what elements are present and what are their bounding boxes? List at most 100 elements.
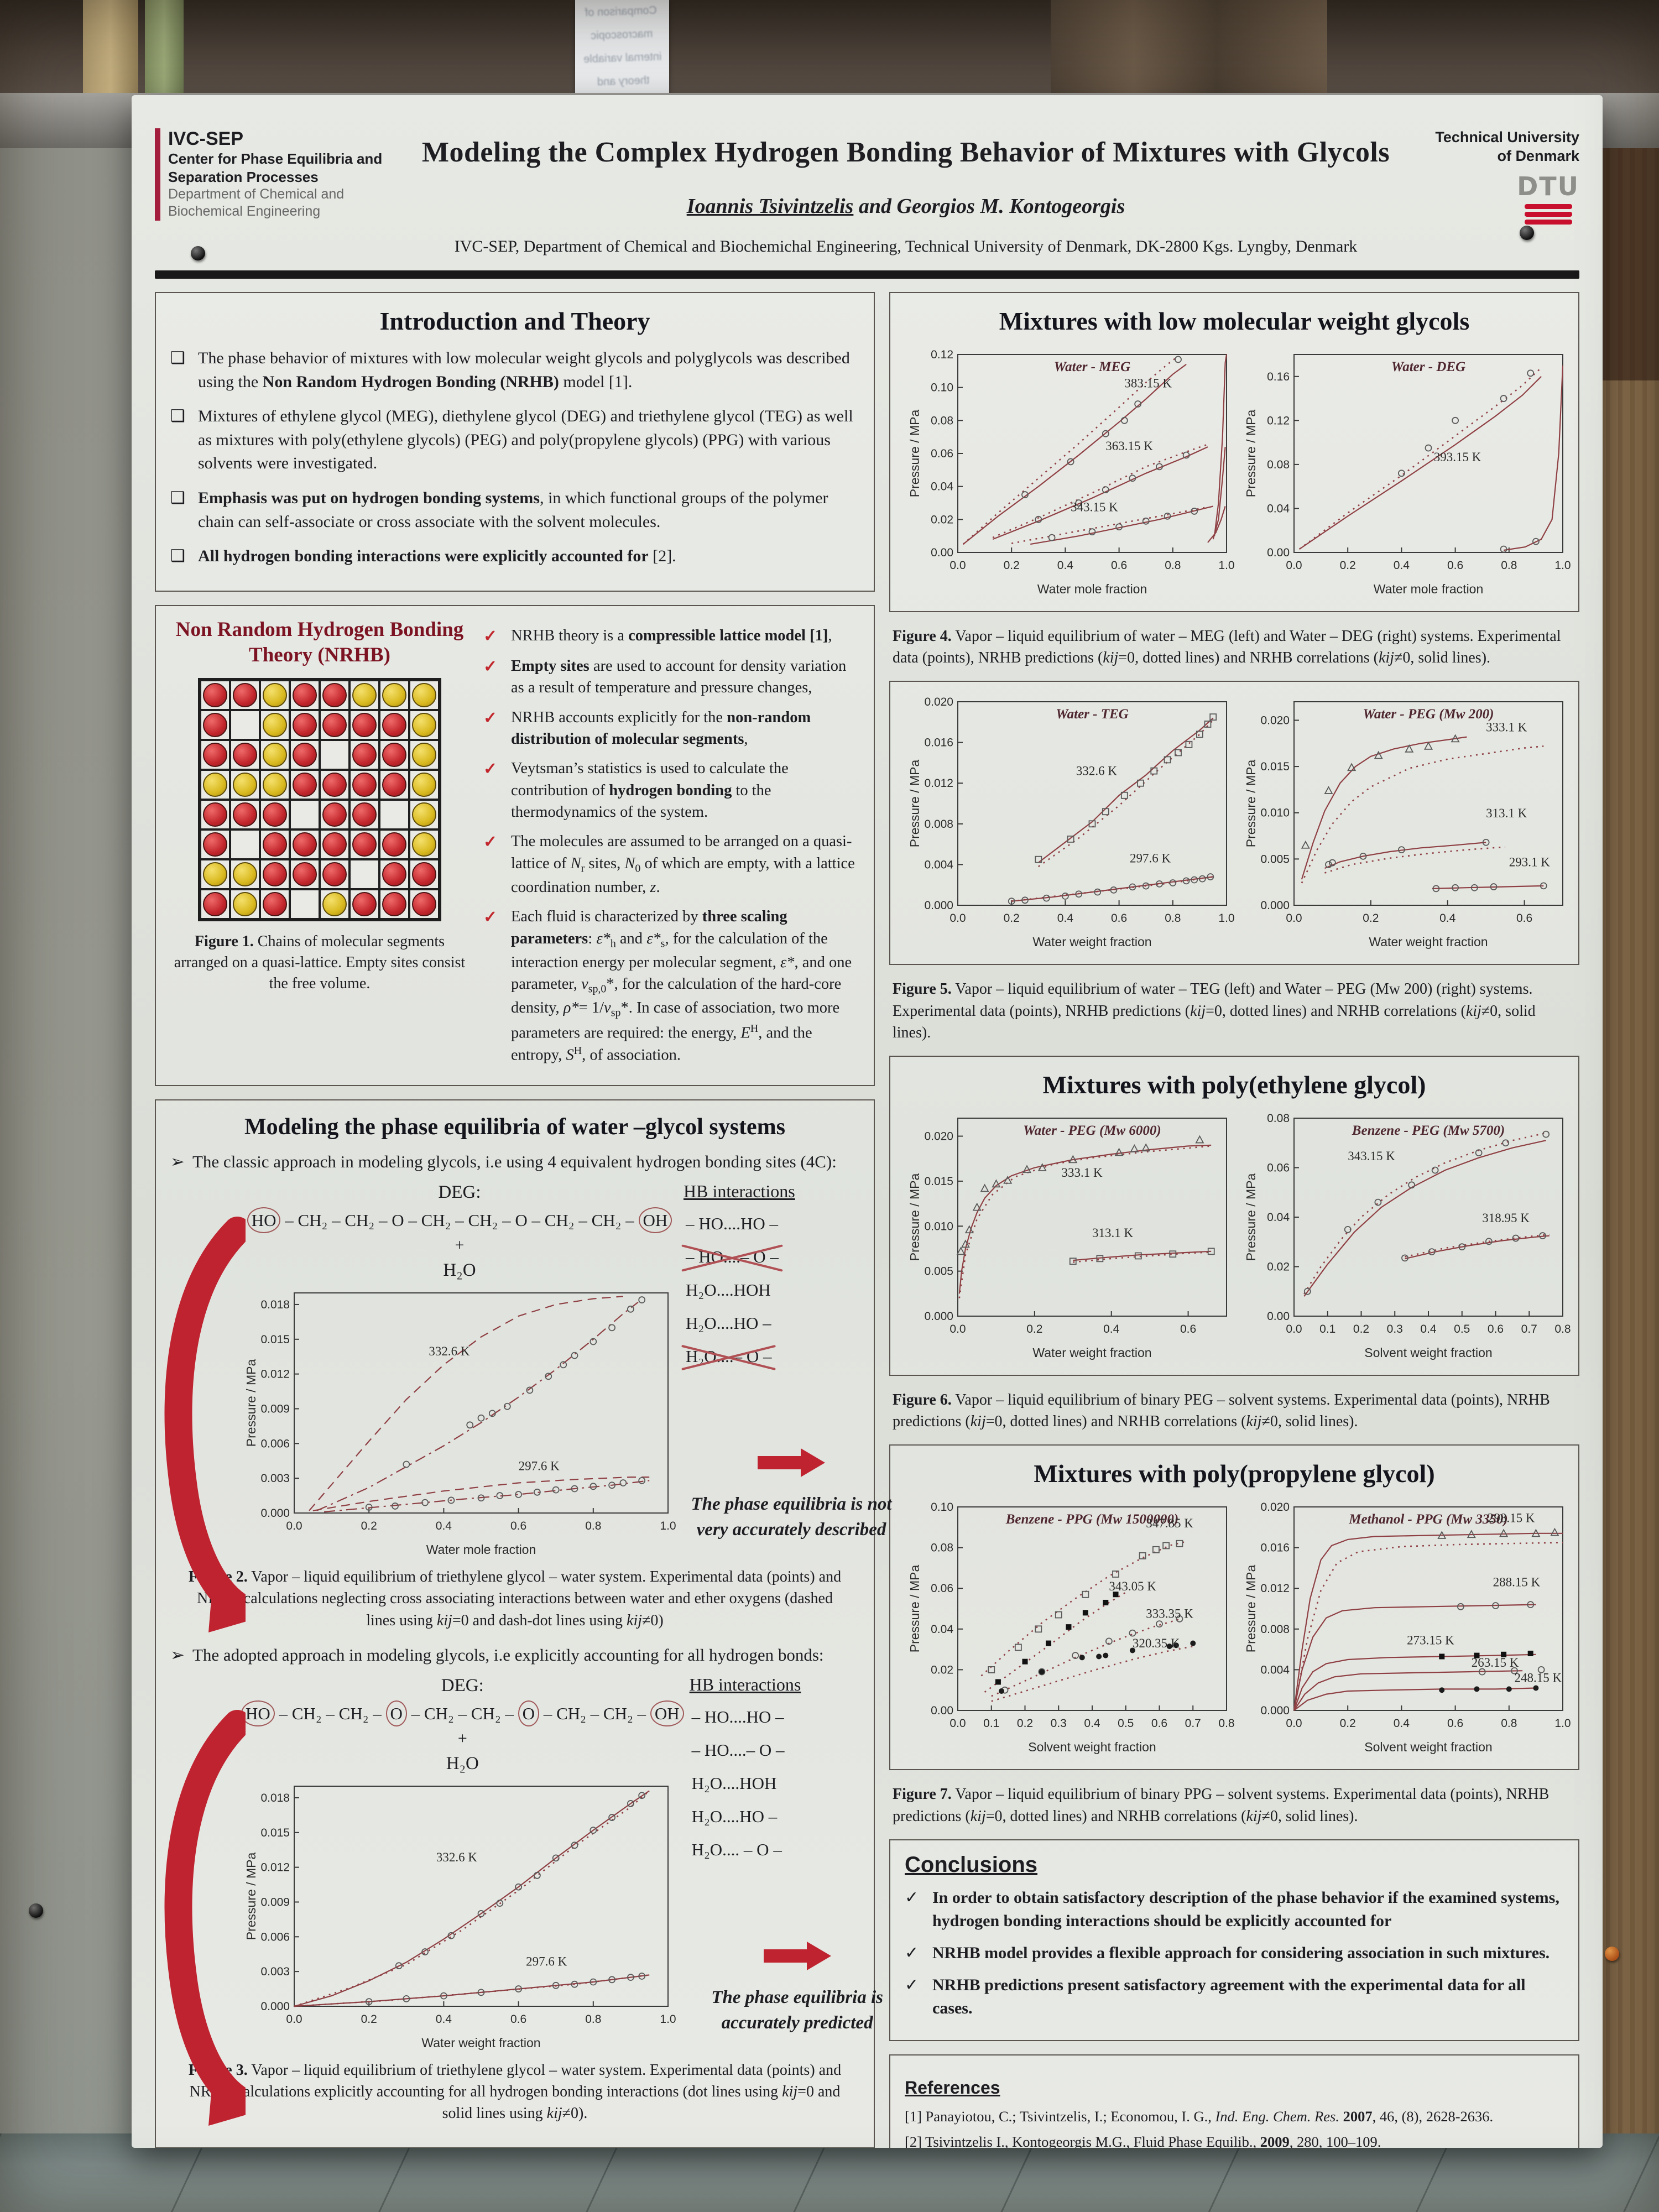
segment-red: [293, 713, 317, 738]
section-peg: Mixtures with poly(ethylene glycol) 0.00…: [889, 1055, 1579, 1376]
svg-text:Water mole fraction: Water mole fraction: [1374, 582, 1484, 596]
svg-text:0.000: 0.000: [924, 1310, 953, 1323]
svg-text:298.15 K: 298.15 K: [1488, 1511, 1535, 1525]
svg-text:0.16: 0.16: [1267, 371, 1290, 383]
arrow-bullet-icon: ➢: [170, 1645, 185, 1665]
segment-red: [322, 862, 347, 887]
svg-text:0.08: 0.08: [1267, 458, 1290, 471]
org-name: IVC-SEP: [168, 128, 244, 149]
svg-text:0.2: 0.2: [1004, 912, 1020, 925]
segment-yellow: [322, 892, 347, 917]
svg-text:0.003: 0.003: [260, 1965, 290, 1978]
hb-interactions-list: – HO....HO – – HO....– O – H₂O....HOH H₂O..…: [690, 1706, 905, 1861]
svg-text:0.06: 0.06: [931, 1583, 953, 1595]
svg-text:0.2: 0.2: [1004, 559, 1020, 572]
hb-interaction: – HO....HO –: [686, 1214, 779, 1234]
lattice-cell: [290, 710, 320, 740]
svg-text:0.006: 0.006: [260, 1931, 290, 1943]
svg-text:0.3: 0.3: [1387, 1323, 1403, 1335]
segment-red: [293, 862, 317, 887]
svg-text:0.6: 0.6: [510, 1520, 526, 1532]
water-formula: H₂O: [446, 1753, 479, 1773]
svg-text:Solvent weight fraction: Solvent weight fraction: [1364, 1740, 1492, 1754]
intro-bullets: ❑ The phase behavior of mixtures with low…: [170, 347, 859, 568]
svg-text:0.2: 0.2: [1363, 912, 1379, 925]
svg-text:0.0: 0.0: [1286, 559, 1302, 572]
svg-text:0.0: 0.0: [1286, 912, 1302, 925]
svg-text:0.018: 0.018: [260, 1791, 290, 1804]
svg-text:0.005: 0.005: [1260, 853, 1290, 866]
svg-text:0.000: 0.000: [1260, 1704, 1290, 1717]
svg-text:0.5: 0.5: [1454, 1323, 1470, 1335]
svg-text:0.0: 0.0: [1286, 1717, 1302, 1730]
lattice-cell: [260, 740, 290, 770]
lattice-cell: [230, 740, 260, 770]
svg-text:297.6 K: 297.6 K: [519, 1459, 560, 1473]
svg-text:343.05 K: 343.05 K: [1109, 1579, 1156, 1593]
segment-red: [233, 743, 257, 768]
lattice-cell: [260, 889, 290, 920]
svg-text:0.2: 0.2: [1026, 1323, 1042, 1335]
svg-text:333.1 K: 333.1 K: [1486, 721, 1527, 734]
svg-text:0.012: 0.012: [260, 1368, 290, 1381]
svg-text:0.008: 0.008: [1260, 1623, 1290, 1636]
lattice-cell: [200, 740, 230, 770]
formula-text: – CH₂ – CH₂ –: [406, 1703, 518, 1723]
hb-interaction-crossed: – HO....– O –: [684, 1246, 781, 1268]
svg-text:0.7: 0.7: [1521, 1323, 1537, 1335]
segment-red: [352, 892, 377, 917]
lattice-cell: [260, 710, 290, 740]
lattice-cell: [230, 830, 260, 860]
svg-text:1.0: 1.0: [660, 1520, 676, 1532]
lattice-cell: [260, 859, 290, 890]
svg-text:297.6 K: 297.6 K: [526, 1954, 567, 1968]
svg-text:0.06: 0.06: [931, 447, 953, 460]
chart-fig3: 0.000 0.003 0.006 0.009 0.012 0.015 0.01…: [244, 1785, 676, 2050]
segment-red: [293, 743, 317, 768]
svg-text:0.6: 0.6: [1516, 912, 1532, 925]
lattice-cell: [409, 680, 439, 711]
svg-text:0.02: 0.02: [931, 1664, 953, 1677]
hb-interactions-list: – HO....HO – – HO....– O – H₂O....HOH H₂O..…: [684, 1213, 899, 1368]
lattice-cell: [200, 859, 230, 890]
svg-text:0.8: 0.8: [585, 1520, 601, 1532]
lattice-cell: [349, 830, 379, 860]
svg-text:1.0: 1.0: [1554, 1717, 1571, 1730]
svg-text:Pressure / MPa: Pressure / MPa: [1244, 1565, 1258, 1653]
classic-approach-block: DEG: HO – CH₂ – CH₂ – O – CH₂ – CH₂ – O …: [164, 1178, 892, 1633]
svg-text:0.4: 0.4: [1057, 559, 1074, 572]
svg-text:0.6: 0.6: [1447, 559, 1463, 572]
segment-red: [322, 832, 347, 857]
hb-interaction-crossed: H₂O....– O –: [684, 1345, 774, 1368]
wood-slat: [145, 0, 184, 94]
formula-text: – CH₂ – CH₂ –: [539, 1703, 650, 1723]
svg-text:0.10: 0.10: [931, 1501, 953, 1514]
svg-text:0.8: 0.8: [1218, 1717, 1234, 1730]
lattice-cell: [290, 770, 320, 800]
bullet-item: ❑ The phase behavior of mixtures with low…: [170, 349, 850, 391]
lattice-cell: [320, 889, 349, 920]
segment-yellow: [352, 683, 377, 708]
note-not-accurate: The phase equilibria is not very accurat…: [691, 1494, 892, 1540]
paper-note: Comparison of macroscopic internal variab…: [575, 0, 669, 93]
svg-text:332.6 K: 332.6 K: [429, 1344, 470, 1358]
segment-red: [352, 773, 377, 797]
svg-text:0.015: 0.015: [924, 1175, 953, 1188]
svg-text:0.005: 0.005: [924, 1265, 953, 1278]
svg-text:0.010: 0.010: [1260, 807, 1290, 820]
hb-interaction: H₂O....HO –: [686, 1313, 771, 1333]
figure5-caption: Figure 5. Vapor – liquid equilibrium of …: [893, 980, 1536, 1041]
svg-text:0.004: 0.004: [1260, 1664, 1290, 1677]
segment-yellow: [263, 773, 287, 797]
svg-text:0.04: 0.04: [931, 1623, 953, 1636]
section-references: References [1] Panayiotou, C.; Tsivintze…: [889, 2054, 1579, 2148]
svg-text:0.4: 0.4: [1394, 1717, 1410, 1730]
svg-text:347.85 K: 347.85 K: [1146, 1516, 1193, 1530]
poster: IVC-SEP Center for Phase Equilibria and …: [132, 95, 1603, 2148]
svg-text:0.6: 0.6: [1447, 1717, 1463, 1730]
bullet-item: ✓ NRHB accounts explicitly for the non-ra…: [483, 708, 811, 748]
svg-text:0.4: 0.4: [1394, 559, 1410, 572]
svg-text:0.8: 0.8: [1501, 1717, 1517, 1730]
arrow-bullet-icon: ➢: [170, 1152, 185, 1172]
